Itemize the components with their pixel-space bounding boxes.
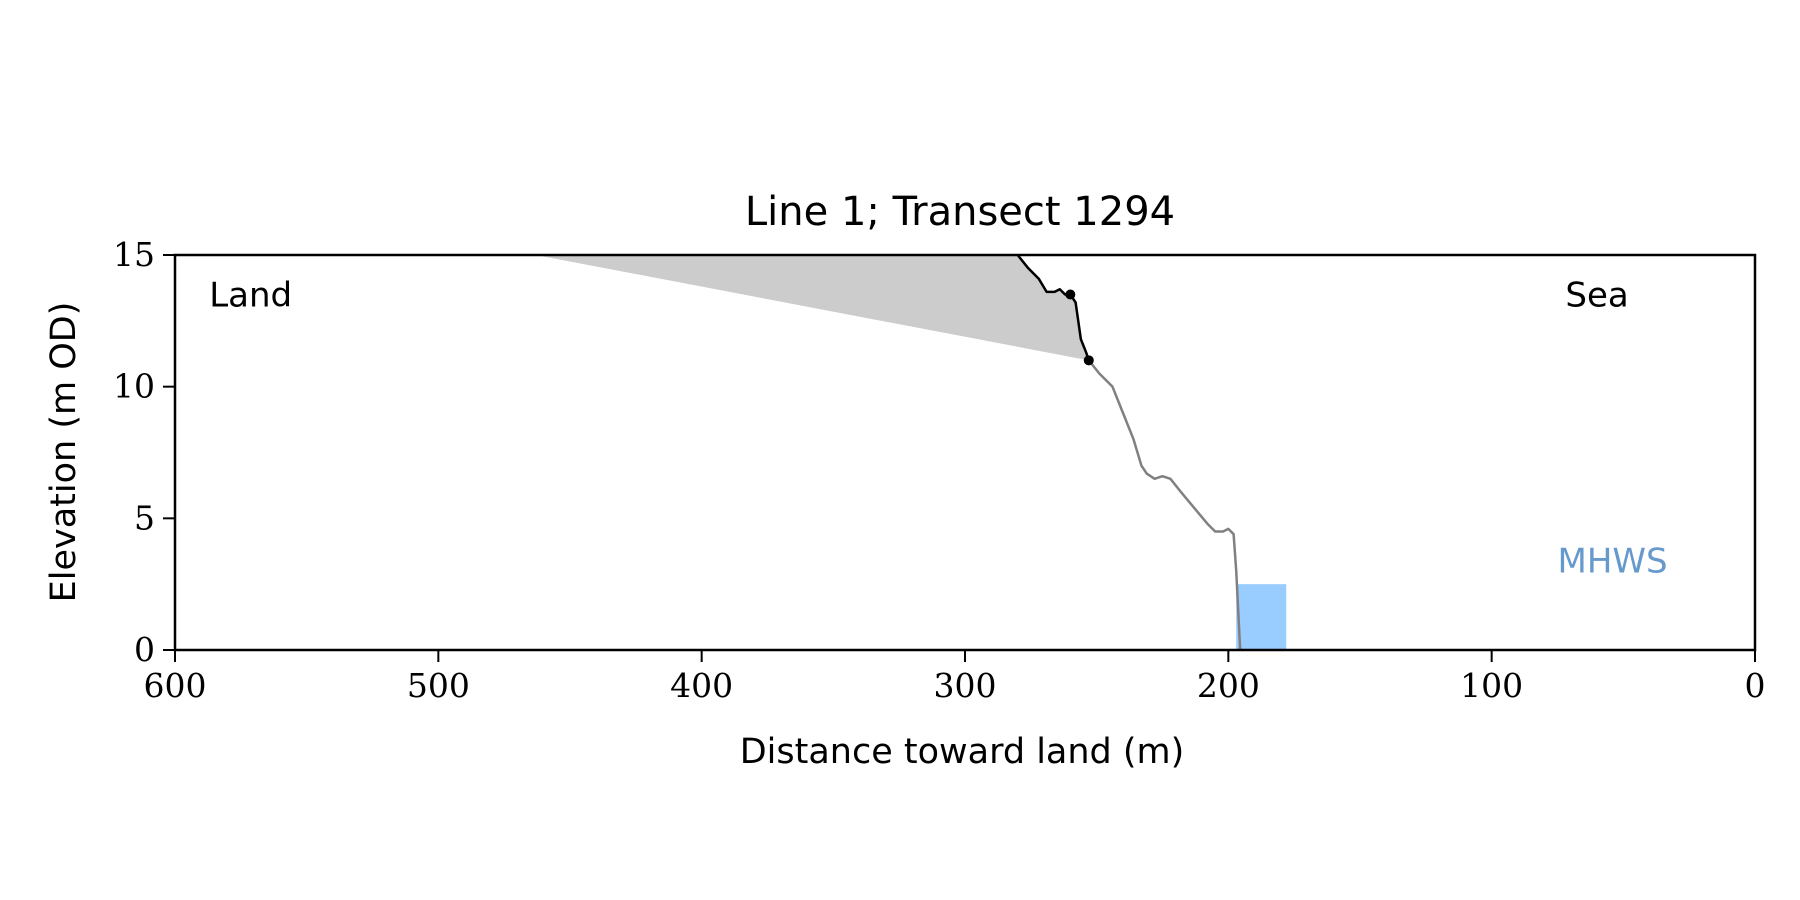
annotation-mhws: MHWS — [1558, 541, 1668, 581]
shaded-region — [535, 255, 1089, 361]
y-tick-label: 15 — [113, 235, 155, 274]
y-tick-label: 10 — [113, 367, 155, 406]
x-tick-label: 0 — [1745, 666, 1766, 705]
y-axis: 0 5 10 15 — [113, 235, 175, 669]
y-tick-label: 5 — [134, 498, 155, 537]
x-axis-label: Distance toward land (m) — [740, 732, 1185, 772]
annotation-land: Land — [209, 276, 292, 316]
x-tick-label: 100 — [1460, 666, 1523, 705]
annotations: Land Sea MHWS — [209, 276, 1667, 582]
x-axis: 600 500 400 300 200 100 0 — [144, 650, 1766, 705]
mhws-bar — [1236, 584, 1287, 650]
profile-marker-2 — [1083, 355, 1094, 366]
series-line-profile-upper — [1016, 254, 1090, 361]
profile-marker-1 — [1065, 289, 1076, 300]
x-tick-label: 500 — [407, 666, 470, 705]
x-tick-label: 300 — [934, 666, 997, 705]
plot-area — [535, 254, 1287, 651]
y-tick-label: 0 — [134, 630, 155, 669]
chart-title: Line 1; Transect 1294 — [745, 189, 1175, 235]
x-tick-label: 600 — [144, 666, 207, 705]
series-line-profile-lower — [1087, 359, 1242, 651]
x-tick-label: 200 — [1197, 666, 1260, 705]
annotation-sea: Sea — [1565, 276, 1628, 316]
x-tick-label: 400 — [670, 666, 733, 705]
y-axis-label: Elevation (m OD) — [44, 302, 84, 603]
